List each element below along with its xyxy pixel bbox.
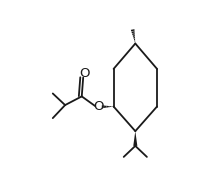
Text: O: O [93, 100, 104, 113]
Text: O: O [79, 67, 90, 80]
Polygon shape [133, 131, 137, 146]
